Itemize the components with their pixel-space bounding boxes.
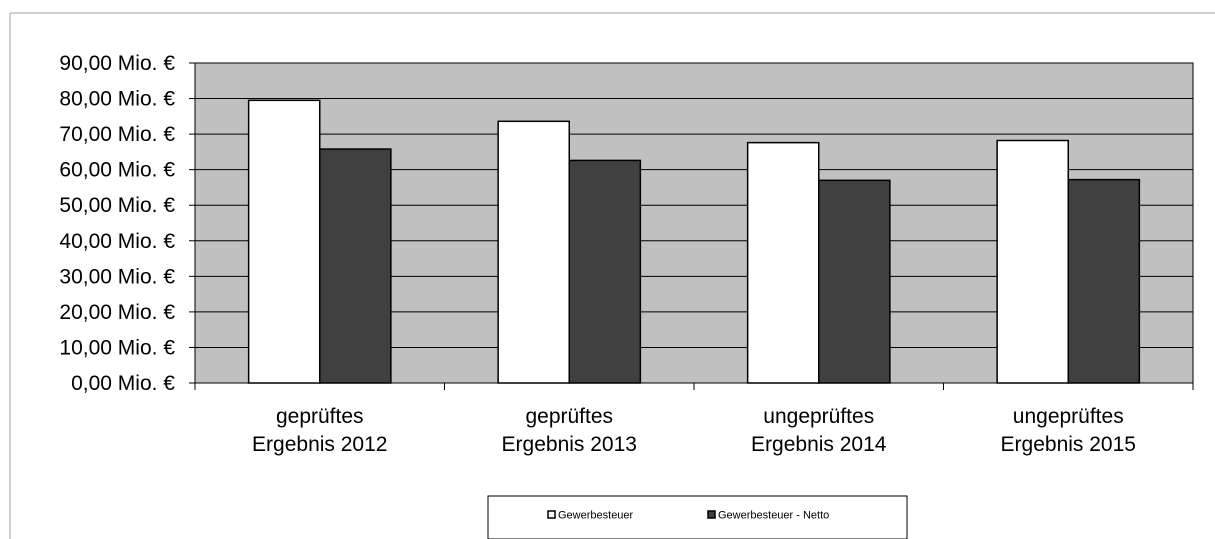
y-tick-label: 50,00 Mio. €	[59, 194, 175, 217]
bar-gewerbesteuer	[497, 120, 570, 384]
x-tick-label: geprüftes Ergebnis 2012	[252, 405, 387, 456]
bar-gewerbesteuer	[746, 141, 820, 384]
x-tick-label: geprüftes Ergebnis 2013	[502, 405, 637, 456]
legend-label: Gewerbesteuer - Netto	[718, 510, 829, 522]
bars	[247, 99, 1141, 384]
y-tick-label: 30,00 Mio. €	[59, 265, 175, 288]
y-tick-label: 10,00 Mio. €	[59, 336, 175, 359]
axes	[189, 62, 1194, 390]
legend: Gewerbesteuer Gewerbesteuer - Netto	[487, 495, 908, 539]
legend-swatch	[547, 510, 556, 519]
y-tick-label: 70,00 Mio. €	[59, 123, 175, 146]
x-tick-label: ungeprüftes Ergebnis 2015	[1001, 405, 1136, 456]
y-tick-label: 0,00 Mio. €	[71, 372, 175, 395]
bar-gewerbesteuer-netto	[818, 179, 891, 384]
y-tick-label: 80,00 Mio. €	[59, 88, 175, 111]
bar-gewerbesteuer	[996, 139, 1070, 384]
y-tick-labels: 0,00 Mio. € 10,00 Mio. € 20,00 Mio. € 30,00…	[59, 52, 175, 395]
y-tick-label: 90,00 Mio. €	[59, 52, 175, 75]
bar-gewerbesteuer-netto	[1067, 178, 1141, 384]
y-tick-label: 60,00 Mio. €	[59, 159, 175, 182]
legend-label: Gewerbesteuer	[558, 510, 634, 522]
legend-box	[487, 495, 908, 539]
bar-gewerbesteuer-netto	[568, 159, 642, 384]
x-tick-labels: geprüftes Ergebnis 2012 geprüftes Ergebnis …	[252, 405, 1136, 456]
x-tick-label: ungeprüftes Ergebnis 2014	[751, 405, 887, 456]
y-tick-label: 20,00 Mio. €	[59, 301, 175, 324]
y-tick-label: 40,00 Mio. €	[59, 230, 175, 253]
bar-gewerbesteuer	[247, 99, 321, 384]
legend-swatch	[707, 510, 716, 519]
bar-gewerbesteuer-netto	[319, 148, 392, 384]
